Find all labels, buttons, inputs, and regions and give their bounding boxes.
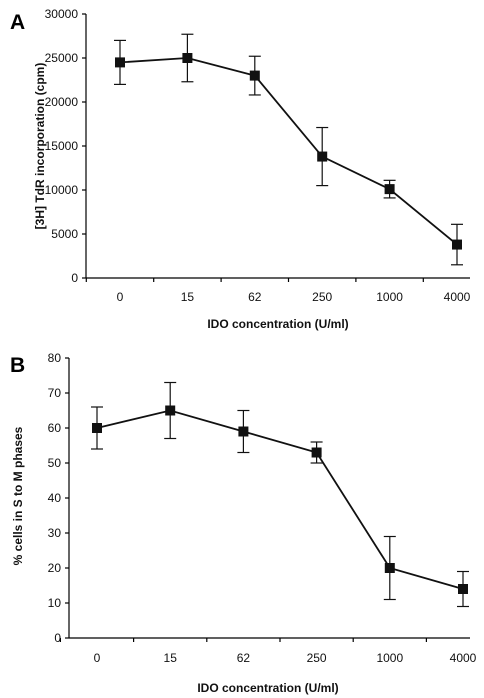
- panel-b-data-point: [384, 563, 395, 573]
- panel-b-chart: B % cells in S to M phases IDO concentra…: [10, 351, 477, 695]
- panel-b-data-point: [458, 584, 468, 594]
- panel-a-y-tick-label: 0: [71, 271, 78, 285]
- panel-a-error-bars: [114, 33, 463, 266]
- panel-b-x-tick-label: 15: [164, 651, 178, 665]
- panel-b-y-tick-label: 30: [48, 526, 62, 540]
- panel-b-y-tick-label: 50: [48, 456, 62, 470]
- panel-b-data-point: [311, 447, 322, 458]
- panel-a-y-tick-label: 5000: [51, 227, 78, 241]
- panel-a-y-tick-label: 10000: [45, 183, 79, 197]
- panel-a-y-tick-label: 20000: [45, 95, 79, 109]
- panel-b-x-tick-label: 4000: [450, 651, 477, 665]
- panel-b-y-tick-label: 20: [48, 561, 62, 575]
- panel-a-letter: A: [10, 11, 25, 34]
- panel-a-x-tick-label: 1000: [376, 290, 403, 304]
- panel-b-x-ticks: 0 15 62 250 1000 4000: [59, 638, 477, 665]
- panel-b-x-tick-label: 0: [94, 651, 101, 665]
- panel-a-y-tick-label: 15000: [45, 139, 79, 153]
- panel-b-x-axis-title: IDO concentration (U/ml): [197, 681, 338, 695]
- panel-a-y-tick-label: 30000: [45, 7, 79, 21]
- panel-b-x-tick-label: 250: [307, 651, 327, 665]
- panel-a-data-point: [317, 151, 328, 162]
- panel-a-y-ticks: 0 5000 10000 15000 20000 25000 30000: [45, 7, 86, 285]
- panel-b-y-tick-label: 10: [48, 596, 62, 610]
- panel-a-data-point: [182, 53, 193, 63]
- panel-a-chart: A [3H] TdR incorporation (cpm) IDO conce…: [10, 7, 471, 331]
- panel-b-y-axis-title: % cells in S to M phases: [11, 426, 25, 565]
- panel-b-y-tick-label: 40: [48, 491, 62, 505]
- panel-b-y-tick-label: 70: [48, 386, 62, 400]
- panel-b-letter: B: [10, 354, 25, 377]
- panel-a-data-point: [115, 57, 125, 68]
- panel-b-data-points: [92, 405, 468, 594]
- panel-a-data-point: [384, 184, 395, 195]
- panel-a-y-axis-title: [3H] TdR incorporation (cpm): [33, 63, 47, 230]
- panel-b-y-tick-label: 80: [48, 351, 62, 365]
- panel-b-x-tick-label: 62: [237, 651, 251, 665]
- panel-a-x-tick-label: 250: [312, 290, 332, 304]
- panel-b-y-tick-label: 60: [48, 421, 62, 435]
- panel-b-series-line: [96, 409, 464, 590]
- panel-a-x-axis-title: IDO concentration (U/ml): [207, 317, 348, 331]
- panel-b-x-tick-label: 1000: [376, 651, 403, 665]
- panel-a-x-tick-label: 62: [248, 290, 262, 304]
- panel-a-x-tick-label: 4000: [444, 290, 471, 304]
- panel-a-x-tick-label: 0: [117, 290, 124, 304]
- panel-b-data-point: [165, 405, 176, 416]
- panel-a-y-tick-label: 25000: [45, 51, 79, 65]
- panel-b-data-point: [238, 426, 249, 437]
- panel-b-y-ticks: 0 10 20 30 40 50 60 70 80: [48, 351, 69, 645]
- panel-b-data-point: [92, 423, 102, 433]
- panel-b-y-tick-label: 0: [54, 631, 61, 645]
- panel-a-data-points: [115, 53, 462, 250]
- panel-a-series-line: [119, 57, 458, 246]
- panel-a-x-ticks: 0 15 62 250 1000 4000: [85, 278, 471, 304]
- panel-a-data-point: [249, 70, 260, 81]
- panel-a-x-tick-label: 15: [181, 290, 195, 304]
- panel-a-data-point: [452, 239, 462, 250]
